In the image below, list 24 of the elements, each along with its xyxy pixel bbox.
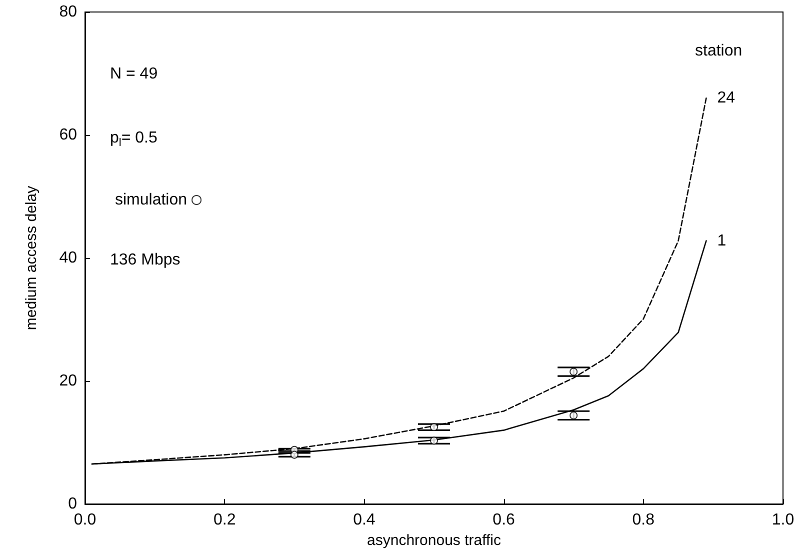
x-tick-label: 0.0 (74, 512, 96, 528)
y-tick-label: 0 (68, 496, 78, 512)
point (430, 423, 438, 432)
x-axis-title: asynchronous traffic (367, 532, 502, 549)
annotation: 136 Mbps (110, 252, 180, 268)
point (290, 450, 298, 459)
series-label: 24 (717, 90, 736, 107)
point (430, 436, 438, 445)
x-tick-label: 1.0 (772, 512, 794, 528)
x-tick-label: 0.8 (632, 512, 655, 528)
y-tick-label: 80 (59, 4, 78, 20)
point (570, 411, 578, 420)
annotation: station (695, 42, 742, 60)
x-tick-label: 0.6 (492, 512, 516, 528)
y-tick-label: 40 (59, 250, 78, 266)
y-tick-label: 20 (59, 372, 78, 390)
x-tick-label: 0.4 (353, 512, 376, 528)
y-tick-label: 60 (59, 126, 78, 144)
annotation: N = 49 (110, 66, 158, 82)
series-label: 1 (717, 232, 726, 250)
y-axis-title: medium access delay (23, 185, 40, 330)
point (570, 368, 578, 376)
x-tick-label: 0.2 (213, 512, 236, 528)
legend-label: simulation (115, 192, 188, 208)
